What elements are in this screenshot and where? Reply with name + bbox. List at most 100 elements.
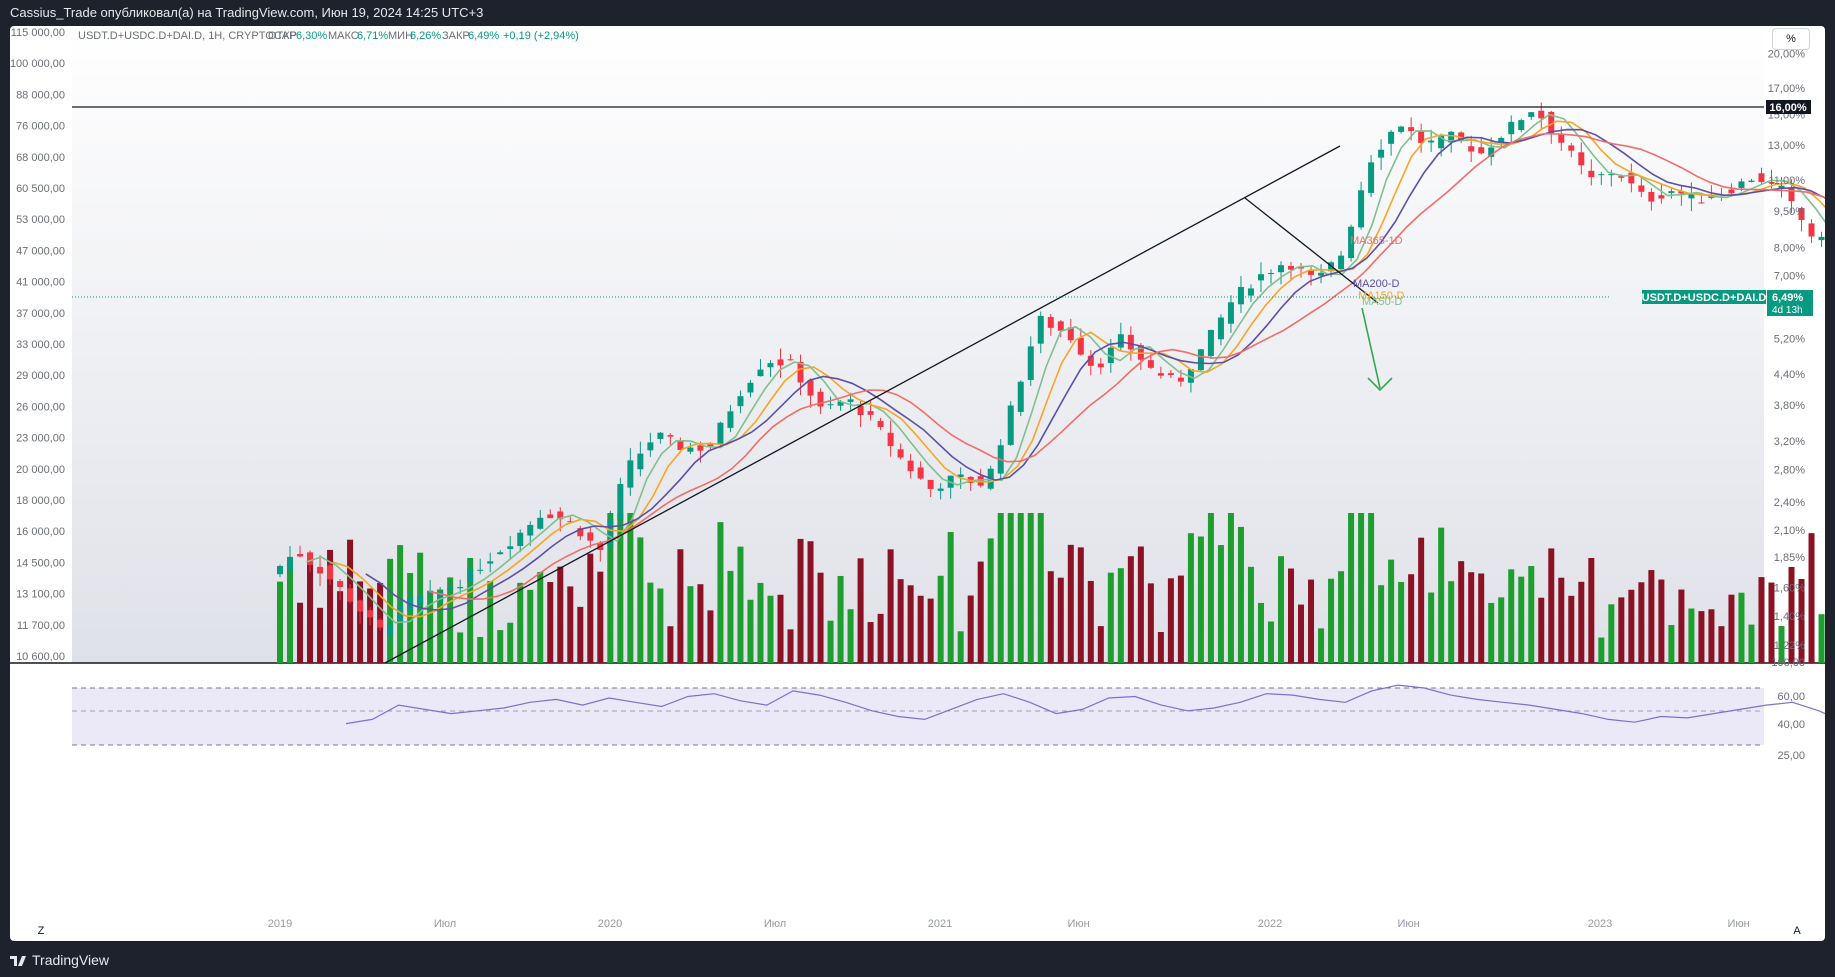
volume-bar bbox=[1017, 513, 1024, 663]
moving-averages bbox=[306, 113, 1825, 624]
chart-canvas[interactable]: MA365-1D MA200-D MA150-D MA50-D USDT.D+U… bbox=[10, 26, 1825, 941]
volume-bar bbox=[1097, 626, 1104, 663]
volume-bar bbox=[1808, 533, 1815, 663]
volume-bar bbox=[1468, 572, 1475, 663]
candle-body bbox=[1408, 127, 1415, 132]
candle-body bbox=[657, 432, 664, 439]
candle-body bbox=[1588, 170, 1595, 178]
volume-bar bbox=[1528, 566, 1535, 663]
ma150-label: MA150-D bbox=[1358, 290, 1405, 302]
volume-bar bbox=[307, 560, 314, 663]
right-percent-tick: 13,00% bbox=[1768, 140, 1806, 152]
left-price-tick: 26 000,00 bbox=[16, 401, 65, 413]
volume-bar bbox=[647, 582, 654, 663]
left-price-tick: 23 000,00 bbox=[16, 433, 65, 445]
volume-bar bbox=[1077, 547, 1084, 663]
volume-bar bbox=[667, 626, 674, 663]
time-tick: Июн bbox=[1727, 918, 1749, 930]
volume-bar bbox=[1227, 513, 1234, 663]
candle-body bbox=[377, 619, 384, 628]
candle-body bbox=[1057, 321, 1064, 331]
volume-bar bbox=[477, 636, 484, 663]
candle-body bbox=[417, 595, 424, 605]
volume-bar bbox=[777, 594, 784, 663]
zoom-button[interactable]: Z bbox=[37, 925, 45, 937]
right-percent-axis[interactable]: 20,00%17,00%15,00%13,00%11,00%9,50%8,00%… bbox=[1768, 49, 1806, 652]
candle-body bbox=[287, 556, 294, 571]
volume-bar bbox=[1428, 592, 1435, 663]
rsi-axis[interactable]: 100,00 60,00 40,00 25,00 bbox=[1771, 657, 1805, 762]
chart-frame[interactable]: MA365-1D MA200-D MA150-D MA50-D USDT.D+U… bbox=[10, 26, 1825, 941]
candle-body bbox=[1217, 317, 1224, 340]
time-axis[interactable]: 2019Июл2020Июл2021Июн2022Июн2023Июн2024И… bbox=[268, 918, 1825, 930]
volume-bar bbox=[1277, 556, 1285, 663]
candle-body bbox=[1107, 347, 1114, 364]
candle-body bbox=[1508, 121, 1515, 135]
candle-body bbox=[1728, 189, 1735, 194]
candle-body bbox=[1558, 133, 1565, 143]
volume-bar bbox=[567, 586, 574, 663]
left-price-tick: 68 000,00 bbox=[16, 152, 65, 164]
candle-body bbox=[1528, 112, 1535, 117]
last-price-countdown: 4d 13h bbox=[1772, 305, 1803, 316]
left-price-tick: 10 600,00 bbox=[16, 651, 65, 663]
percent-scale-button[interactable]: % bbox=[1772, 28, 1810, 50]
auto-scale-button[interactable]: A bbox=[1793, 925, 1801, 937]
candle-body bbox=[1257, 274, 1264, 281]
candle-body bbox=[747, 382, 754, 393]
candle-body bbox=[857, 405, 864, 416]
candle-body bbox=[1037, 315, 1044, 344]
volume-bar bbox=[1067, 544, 1074, 663]
right-percent-tick: 8,00% bbox=[1774, 242, 1805, 254]
volume-bar bbox=[1247, 566, 1254, 663]
volume-bar bbox=[1408, 574, 1415, 663]
volume-bar bbox=[1318, 628, 1325, 663]
ma50-label: MA50-D bbox=[1362, 296, 1402, 308]
volume-bar bbox=[597, 571, 604, 663]
left-price-tick: 53 000,00 bbox=[16, 214, 65, 226]
legend-high-label: МАКС bbox=[328, 30, 359, 42]
left-price-axis[interactable]: 115 000,00 100 000,00 88 000,00 76 000,00 68… bbox=[10, 27, 65, 663]
volume-bar bbox=[897, 579, 904, 663]
volume-bar bbox=[1057, 577, 1064, 663]
right-percent-tick: 2,40% bbox=[1774, 497, 1805, 509]
volume-bar bbox=[1488, 602, 1495, 663]
candle-body bbox=[1518, 120, 1525, 131]
time-tick: Июн bbox=[1067, 918, 1089, 930]
volume-bar bbox=[497, 630, 504, 663]
time-tick: 2022 bbox=[1258, 918, 1282, 930]
ma50-line bbox=[306, 113, 1825, 624]
candle-body bbox=[1017, 381, 1024, 412]
candle-body bbox=[1378, 149, 1385, 158]
time-tick: 2021 bbox=[928, 918, 952, 930]
candle-body bbox=[1648, 191, 1655, 202]
candle-body bbox=[1187, 369, 1194, 383]
right-percent-tick: 7,00% bbox=[1774, 271, 1805, 283]
footer-brand[interactable]: TradingView bbox=[0, 946, 410, 974]
volume-bar bbox=[1758, 577, 1765, 663]
volume-bar bbox=[1398, 581, 1405, 663]
candle-body bbox=[527, 524, 534, 536]
left-price-tick: 16 000,00 bbox=[16, 526, 65, 538]
candle-body bbox=[717, 422, 724, 445]
candle-body bbox=[1818, 236, 1825, 241]
candle-body bbox=[1067, 327, 1074, 341]
trend-resistance-line bbox=[1244, 197, 1379, 304]
left-price-tick: 29 000,00 bbox=[16, 370, 65, 382]
candle-body bbox=[1748, 180, 1755, 182]
candle-body bbox=[457, 586, 464, 589]
candle-body bbox=[707, 444, 714, 447]
candle-body bbox=[1768, 182, 1775, 184]
candle-body bbox=[467, 568, 474, 583]
candle-body bbox=[1027, 346, 1034, 380]
volume-bar bbox=[737, 546, 744, 663]
volume-bar bbox=[1197, 536, 1204, 663]
ma200-label: MA200-D bbox=[1353, 278, 1400, 290]
candle-body bbox=[1578, 152, 1585, 166]
volume-bar bbox=[1418, 537, 1425, 663]
candle-body bbox=[1267, 272, 1274, 274]
left-price-tick: 88 000,00 bbox=[16, 89, 65, 101]
legend-open: 6,30% bbox=[296, 30, 327, 42]
volume-bar bbox=[657, 588, 664, 663]
candle-body bbox=[1318, 272, 1325, 276]
